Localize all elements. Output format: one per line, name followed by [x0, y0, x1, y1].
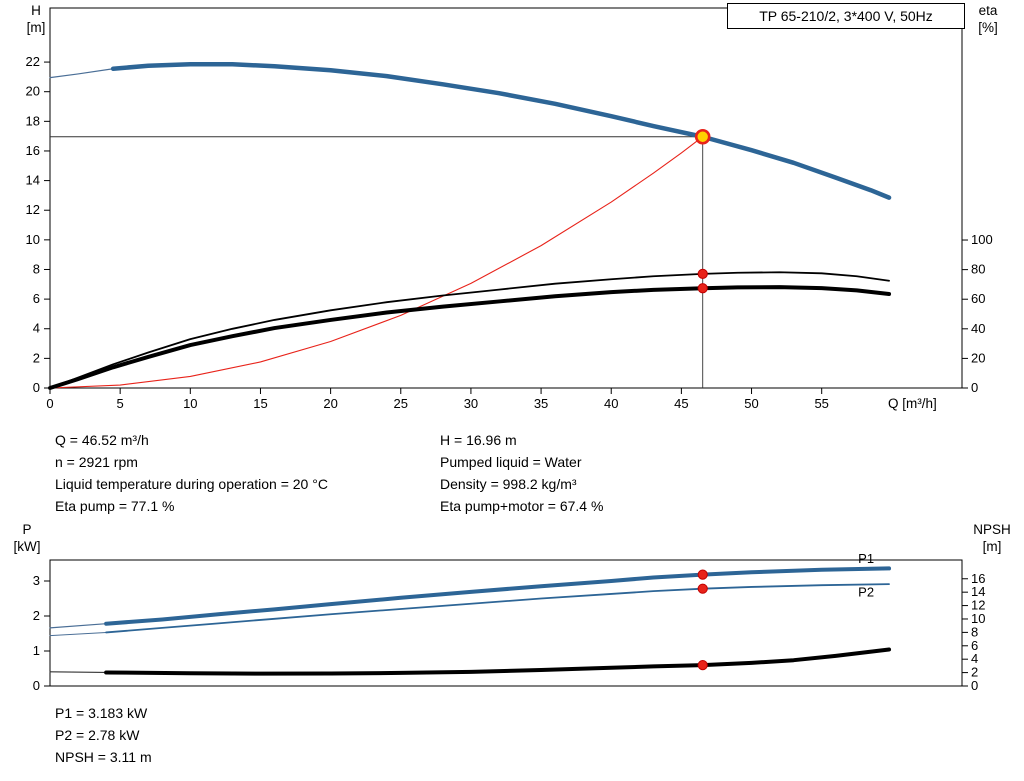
eta-pump-curve [49, 271, 890, 389]
y-right-tick-label: 60 [971, 291, 985, 306]
eta-pump-point [697, 268, 708, 280]
x-tick-label: 15 [253, 396, 267, 411]
y-left-tick-label: 10 [26, 232, 40, 247]
x-tick-label: 30 [464, 396, 478, 411]
y-right-tick-label: 16 [971, 571, 985, 586]
p-axis-title-line2: [kW] [13, 539, 41, 554]
eta-axis-title: eta [%] [964, 2, 1012, 36]
y-left-tick-label: 0 [33, 380, 40, 395]
x-tick-label: 50 [744, 396, 758, 411]
p-axis-title-line1: P [22, 522, 32, 537]
x-tick-label: 0 [46, 396, 53, 411]
x-tick-label: 10 [183, 396, 197, 411]
p-axis-title: P [kW] [4, 521, 50, 555]
head-curve-lead [49, 68, 114, 79]
y-right-tick-label: 0 [971, 380, 978, 395]
readout-speed: n = 2921 rpm [55, 454, 138, 470]
y-right-tick-label: 6 [971, 638, 978, 653]
plot-border [49, 559, 963, 687]
y-right-tick-label: 12 [971, 598, 985, 613]
p1-curve [104, 566, 892, 626]
npsh-point [697, 660, 708, 671]
x-tick-label: 35 [534, 396, 548, 411]
h-axis-title-line2: [m] [26, 20, 46, 35]
x-tick-label: 45 [674, 396, 688, 411]
curve-label-p2: P2 [858, 584, 874, 599]
y-right-tick-label: 80 [971, 262, 985, 277]
y-left-tick-label: 2 [33, 350, 40, 365]
y-right-tick-label: 0 [971, 678, 978, 693]
y-left-tick-label: 20 [26, 84, 40, 99]
readout-p1: P1 = 3.183 kW [55, 705, 148, 721]
head-curve [110, 62, 892, 200]
p1-curve-lead [49, 623, 107, 629]
p2-curve-lead [49, 631, 107, 637]
y-left-tick-label: 18 [26, 113, 40, 128]
y-right-tick-label: 10 [971, 611, 985, 626]
readout-eta-pump-motor: Eta pump+motor = 67.4 % [440, 498, 604, 514]
x-tick-label: 5 [117, 396, 124, 411]
y-right-tick-label: 40 [971, 321, 985, 336]
p2-point [697, 583, 708, 594]
y-left-tick-label: 3 [33, 573, 40, 588]
y-left-tick-label: 0 [33, 678, 40, 693]
y-right-tick-label: 20 [971, 350, 985, 365]
npsh-axis-title-line1: NPSH [973, 522, 1011, 537]
y-right-tick-label: 2 [971, 665, 978, 680]
power-npsh-readout: P1 = 3.183 kW P2 = 2.78 kW NPSH = 3.11 m [55, 702, 152, 768]
readout-liquid-temperature: Liquid temperature during operation = 20… [55, 476, 328, 492]
qh-eta-chart[interactable]: 0 5 10 15 20 25 30 35 40 45 50 55 0 2 4 6 8 10 12 14 16 18 20 2… [0, 0, 1024, 420]
npsh-curve [104, 647, 892, 676]
npsh-axis-title: NPSH [m] [962, 521, 1022, 555]
x-tick-label: 55 [814, 396, 828, 411]
y-left-tick-label: 4 [33, 321, 40, 336]
p1-point [697, 569, 708, 580]
y-right-tick-label: 8 [971, 624, 978, 639]
p2-curve [105, 583, 890, 634]
x-tick-label: 25 [394, 396, 408, 411]
h-axis-title: H [m] [14, 2, 58, 36]
y-left-tick-label: 8 [33, 261, 40, 276]
plot-border [49, 7, 963, 389]
y-left-tick-label: 6 [33, 291, 40, 306]
eta-pump-motor-curve [48, 285, 892, 390]
x-tick-label: 20 [323, 396, 337, 411]
readout-h: H = 16.96 m [440, 432, 517, 448]
y-left-tick-label: 1 [33, 643, 40, 658]
h-axis-title-line1: H [31, 3, 41, 18]
y-left-tick-label: 12 [26, 202, 40, 217]
readout-npsh: NPSH = 3.11 m [55, 749, 152, 765]
y-left-tick-label: 14 [26, 173, 40, 188]
y-right-tick-label: 100 [971, 232, 993, 247]
pump-type-box: TP 65-210/2, 3*400 V, 50Hz [727, 3, 965, 29]
npsh-axis-title-line2: [m] [982, 539, 1002, 554]
eta-axis-title-line2: [%] [978, 20, 998, 35]
y-right-tick-label: 4 [971, 651, 978, 666]
readout-q: Q = 46.52 m³/h [55, 432, 149, 448]
y-right-tick-label: 14 [971, 584, 985, 599]
readout-p2: P2 = 2.78 kW [55, 727, 140, 743]
q-axis-title: Q [m³/h] [888, 396, 937, 411]
y-left-tick-label: 22 [26, 54, 40, 69]
readout-eta-pump: Eta pump = 77.1 % [55, 498, 175, 514]
readout-density: Density = 998.2 kg/m³ [440, 476, 577, 492]
curve-label-p1: P1 [858, 551, 874, 566]
y-left-tick-label: 2 [33, 608, 40, 623]
duty-readout-left: Q = 46.52 m³/h n = 2921 rpm Liquid tempe… [55, 429, 328, 517]
duty-readout-right: H = 16.96 m Pumped liquid = Water Densit… [440, 429, 603, 517]
eta-axis-title-line1: eta [978, 3, 998, 18]
x-tick-label: 40 [604, 396, 618, 411]
eta-pump-motor-point [697, 283, 708, 294]
readout-pumped-liquid: Pumped liquid = Water [440, 454, 582, 470]
y-left-tick-label: 16 [26, 143, 40, 158]
duty-point[interactable] [694, 128, 711, 145]
system-curve [49, 136, 704, 389]
npsh-curve-lead [49, 671, 107, 674]
